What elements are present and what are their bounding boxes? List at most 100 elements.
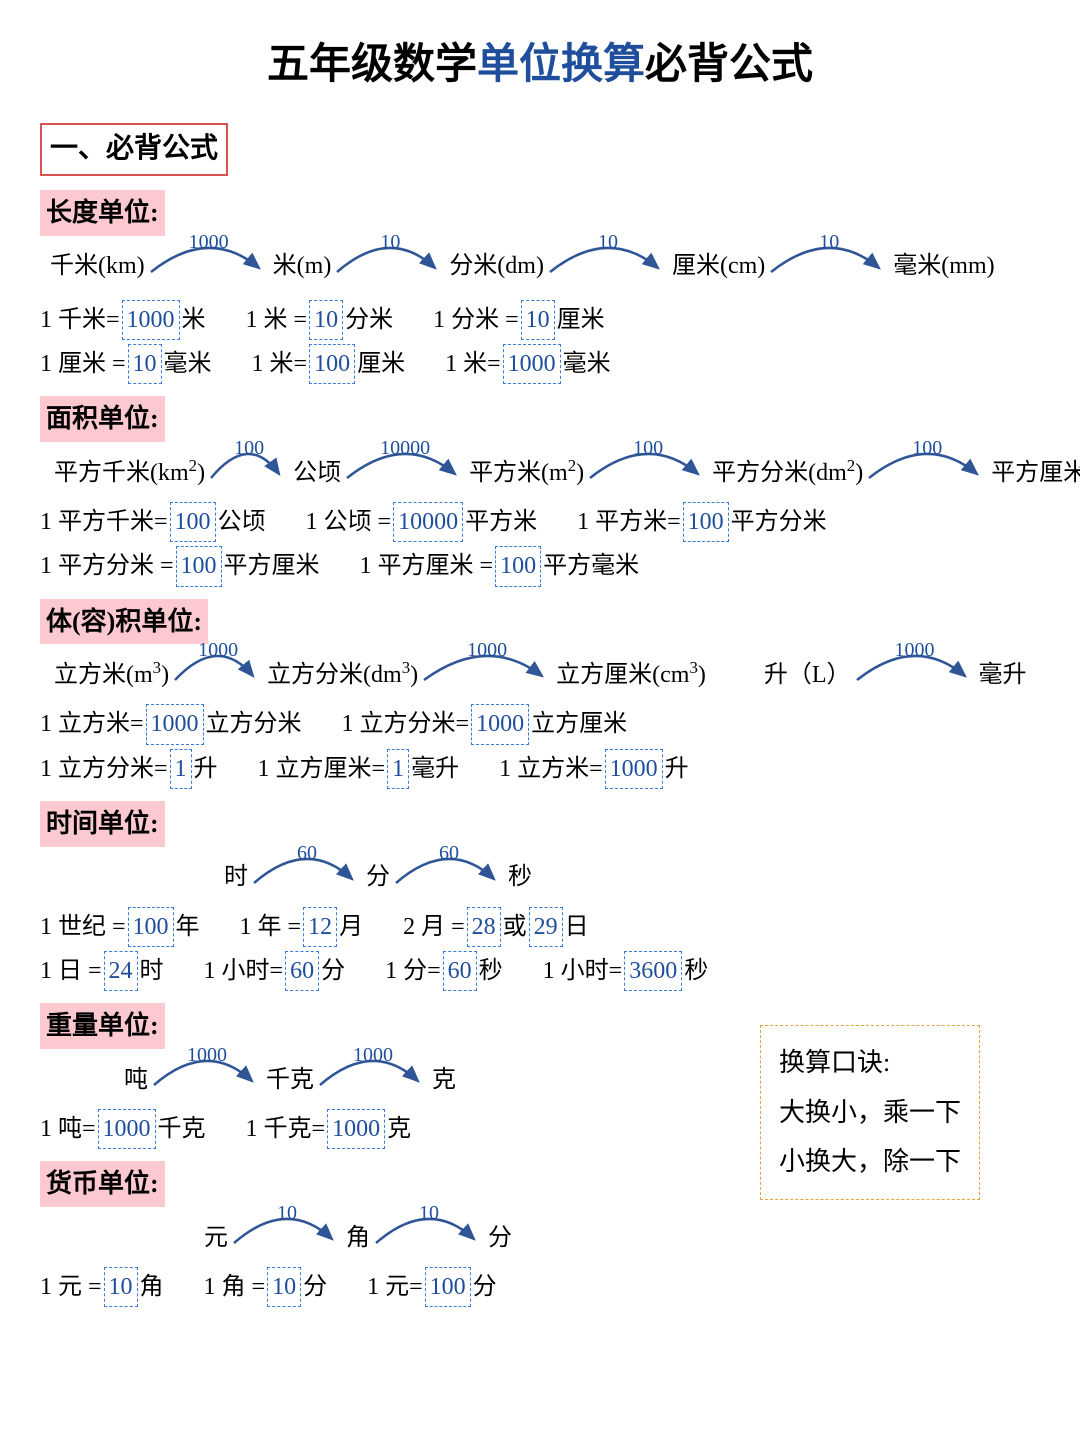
eqs-area: 1 平方千米=100公顷1 公顷 =10000平方米1 平方米=100平方分米1… xyxy=(40,502,1040,587)
arc-factor: 10 xyxy=(380,226,400,258)
chain-unit: 吨 xyxy=(120,1061,152,1099)
eq-value: 24 xyxy=(104,951,138,991)
mnemonic-box: 换算口诀: 大换小，乘一下 小换大，除一下 xyxy=(760,1025,980,1199)
eq-value: 10 xyxy=(267,1267,301,1307)
arc-factor: 1000 xyxy=(467,634,507,666)
page-title: 五年级数学单位换算必背公式 xyxy=(40,30,1040,97)
eqs-time: 1 世纪 =100年1 年 =12月2 月 =28或29日1 日 =24时1 小… xyxy=(40,907,1040,992)
eq-value: 100 xyxy=(683,502,729,542)
eq-value: 100 xyxy=(128,907,174,947)
equation: 1 平方厘米 =100平方毫米 xyxy=(360,546,640,586)
eq-value: 100 xyxy=(309,344,355,384)
equation: 1 厘米 =10毫米 xyxy=(40,344,212,384)
eqs-volume: 1 立方米=1000立方分米 1 立方分米=1000立方厘米 1 立方分米=1升 1 … xyxy=(40,704,1040,789)
eq-value: 12 xyxy=(303,907,337,947)
equation: 1 立方分米=1000立方厘米 xyxy=(342,704,628,744)
equation: 1 角 =10分 xyxy=(204,1267,328,1307)
eq-value: 100 xyxy=(495,546,541,586)
chain-unit: 立方厘米(cm3) xyxy=(552,655,710,694)
eq-value: 10 xyxy=(309,300,343,340)
chain-area: 平方千米(km2) 100 公顷 10000 平方米(m2) 100 平方分米(… xyxy=(50,450,1040,492)
equation: 1 平方分米 =100平方厘米 xyxy=(40,546,320,586)
eq-value: 1000 xyxy=(146,704,204,744)
arc-factor: 10 xyxy=(419,1197,439,1229)
arc-factor: 1000 xyxy=(895,634,935,666)
arc-factor: 60 xyxy=(297,837,317,869)
equation: 1 立方分米=1升 xyxy=(40,749,218,789)
eq-value: 10 xyxy=(128,344,162,384)
chain-volume: 立方米(m3) 1000 立方分米(dm3) 1000 立方厘米(cm3)升（L… xyxy=(50,652,1040,694)
equation: 1 分米 =10厘米 xyxy=(433,300,605,340)
cat-weight: 重量单位: xyxy=(40,1003,165,1049)
equation: 1 分=60秒 xyxy=(385,951,503,991)
eq-value: 3600 xyxy=(624,951,682,991)
equation: 1 世纪 =100年 xyxy=(40,907,200,947)
eq-value: 29 xyxy=(529,907,563,947)
eqs-length: 1 千米=1000米1 米 =10分米1 分米 =10厘米1 厘米 =10毫米1… xyxy=(40,300,1040,385)
chain-unit: 分 xyxy=(362,858,394,896)
equation: 1 平方千米=100公顷 xyxy=(40,502,266,542)
equation: 1 元=100分 xyxy=(367,1267,497,1307)
equation: 1 小时=60分 xyxy=(204,951,346,991)
chain-unit: 立方分米(dm3) xyxy=(263,655,422,694)
eq-value: 1000 xyxy=(98,1109,156,1149)
eq-value: 60 xyxy=(285,951,319,991)
equation: 1 日 =24时 xyxy=(40,951,164,991)
eq-value: 1000 xyxy=(471,704,529,744)
chain-unit: 千米(km) xyxy=(46,247,149,285)
equation: 1 公顷 =10000平方米 xyxy=(306,502,538,542)
arc-factor: 1000 xyxy=(198,634,238,666)
equation: 1 立方米=1000升 xyxy=(499,749,689,789)
eq-value: 10000 xyxy=(393,502,463,542)
chain-money: 元 10 角 10 分 xyxy=(200,1215,1040,1257)
equation: 1 千克=1000克 xyxy=(246,1109,412,1149)
chain-time: 时 60 分 60 秒 xyxy=(220,855,1040,897)
chain-length: 千米(km) 1000 米(m) 10 分米(dm) 10 厘米(cm) 10 … xyxy=(46,244,999,286)
arc-factor: 1000 xyxy=(187,1039,227,1071)
equation: 1 小时=3600秒 xyxy=(543,951,709,991)
chain-unit: 毫米(mm) xyxy=(889,247,998,285)
eq-value: 100 xyxy=(425,1267,471,1307)
chain-unit: 时 xyxy=(220,858,252,896)
chain-unit: 厘米(cm) xyxy=(668,247,769,285)
chain-unit: 立方米(m3) xyxy=(50,655,173,694)
chain-unit: 米(m) xyxy=(269,247,336,285)
cat-volume: 体(容)积单位: xyxy=(40,599,208,645)
chain-unit: 秒 xyxy=(504,858,536,896)
equation: 1 千米=1000米 xyxy=(40,300,206,340)
equation: 1 平方米=100平方分米 xyxy=(577,502,827,542)
eq-value: 1000 xyxy=(122,300,180,340)
chain-unit: 平方分米(dm2) xyxy=(708,453,867,492)
cat-time: 时间单位: xyxy=(40,801,165,847)
chain-unit: 角 xyxy=(342,1219,374,1257)
chain-unit: 平方米(m2) xyxy=(465,453,588,492)
chain-unit: 升（L） xyxy=(760,656,855,694)
arc-factor: 100 xyxy=(633,432,663,464)
eq-value: 1000 xyxy=(503,344,561,384)
arc-factor: 60 xyxy=(439,837,459,869)
equation: 1 立方米=1000立方分米 xyxy=(40,704,302,744)
eq-value: 1000 xyxy=(327,1109,385,1149)
chain-unit: 分 xyxy=(484,1219,516,1257)
eq-value: 1 xyxy=(170,749,192,789)
chain-unit: 平方厘米(cm2) xyxy=(987,453,1080,492)
eq-value: 60 xyxy=(443,951,477,991)
arc-factor: 1000 xyxy=(353,1039,393,1071)
chain-unit: 元 xyxy=(200,1219,232,1257)
chain-unit: 克 xyxy=(428,1061,460,1099)
arc-factor: 100 xyxy=(912,432,942,464)
chain-unit: 公顷 xyxy=(289,454,345,492)
arc-factor: 100 xyxy=(234,432,264,464)
arc-factor: 1000 xyxy=(189,226,229,258)
eq-value: 28 xyxy=(467,907,501,947)
equation: 1 吨=1000千克 xyxy=(40,1109,206,1149)
eq-value: 10 xyxy=(521,300,555,340)
chain-unit: 千克 xyxy=(262,1061,318,1099)
eq-value: 10 xyxy=(104,1267,138,1307)
mnemonic-line2: 小换大，除一下 xyxy=(779,1137,961,1186)
arc-factor: 10 xyxy=(598,226,618,258)
eq-value: 100 xyxy=(176,546,222,586)
mnemonic-title: 换算口诀: xyxy=(779,1038,961,1087)
mnemonic-line1: 大换小，乘一下 xyxy=(779,1088,961,1137)
equation: 1 米=1000毫米 xyxy=(445,344,611,384)
